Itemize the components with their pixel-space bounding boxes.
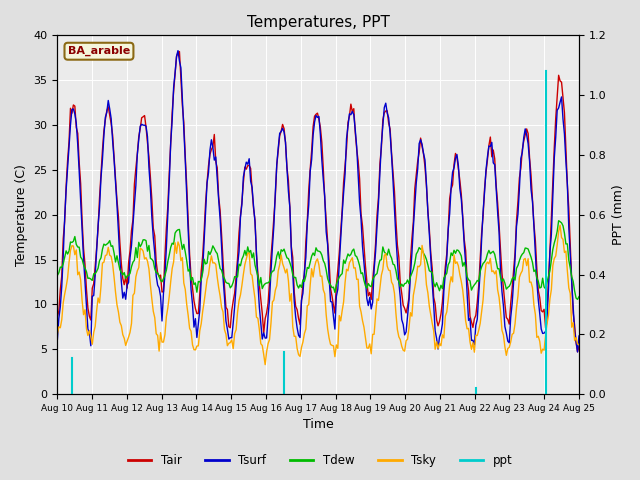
Tsurf	[211, 157, 218, 163]
Tsky	[118, 323, 125, 328]
Tair	[228, 308, 236, 313]
Tdew	[573, 297, 581, 302]
Tsky	[54, 331, 61, 336]
Title: Temperatures, PPT: Temperatures, PPT	[247, 15, 390, 30]
Tair	[118, 261, 125, 266]
Tsurf	[573, 349, 581, 355]
Tsurf	[548, 232, 556, 238]
Tair	[237, 213, 244, 219]
Tsky	[283, 266, 291, 272]
Tsky	[227, 340, 234, 346]
Line: Tsky: Tsky	[58, 225, 579, 365]
Tdew	[235, 261, 243, 267]
Line: Tair: Tair	[58, 51, 579, 352]
Tdew	[54, 273, 61, 278]
Tair	[548, 214, 556, 220]
Tsky	[261, 362, 269, 368]
Y-axis label: PPT (mm): PPT (mm)	[612, 184, 625, 245]
Tdew	[546, 268, 554, 274]
Tsurf	[283, 165, 291, 171]
Tsurf	[575, 333, 583, 339]
Tsky	[556, 222, 564, 228]
Tsurf	[228, 335, 236, 341]
Tair	[175, 48, 183, 54]
Tdew	[282, 251, 289, 257]
Tair	[573, 349, 581, 355]
Text: BA_arable: BA_arable	[68, 46, 130, 56]
Tdew	[555, 218, 563, 224]
Tsurf	[118, 278, 125, 284]
Line: Tsurf: Tsurf	[58, 50, 579, 352]
Tsurf	[54, 336, 61, 342]
Tdew	[118, 269, 125, 275]
Tsky	[548, 287, 556, 292]
Y-axis label: Temperature (C): Temperature (C)	[15, 164, 28, 265]
Tair	[575, 344, 583, 349]
Tdew	[227, 285, 234, 291]
Tdew	[209, 243, 217, 249]
Tdew	[575, 294, 583, 300]
Tsurf	[174, 48, 182, 53]
X-axis label: Time: Time	[303, 419, 333, 432]
Line: Tdew: Tdew	[58, 221, 579, 300]
Tsky	[575, 342, 583, 348]
Tsky	[209, 260, 217, 266]
Tair	[54, 314, 61, 320]
Legend: Tair, Tsurf, Tdew, Tsky, ppt: Tair, Tsurf, Tdew, Tsky, ppt	[123, 449, 517, 472]
Tair	[283, 165, 291, 170]
Tsky	[235, 298, 243, 304]
Tsurf	[237, 215, 244, 220]
Tair	[211, 132, 218, 137]
